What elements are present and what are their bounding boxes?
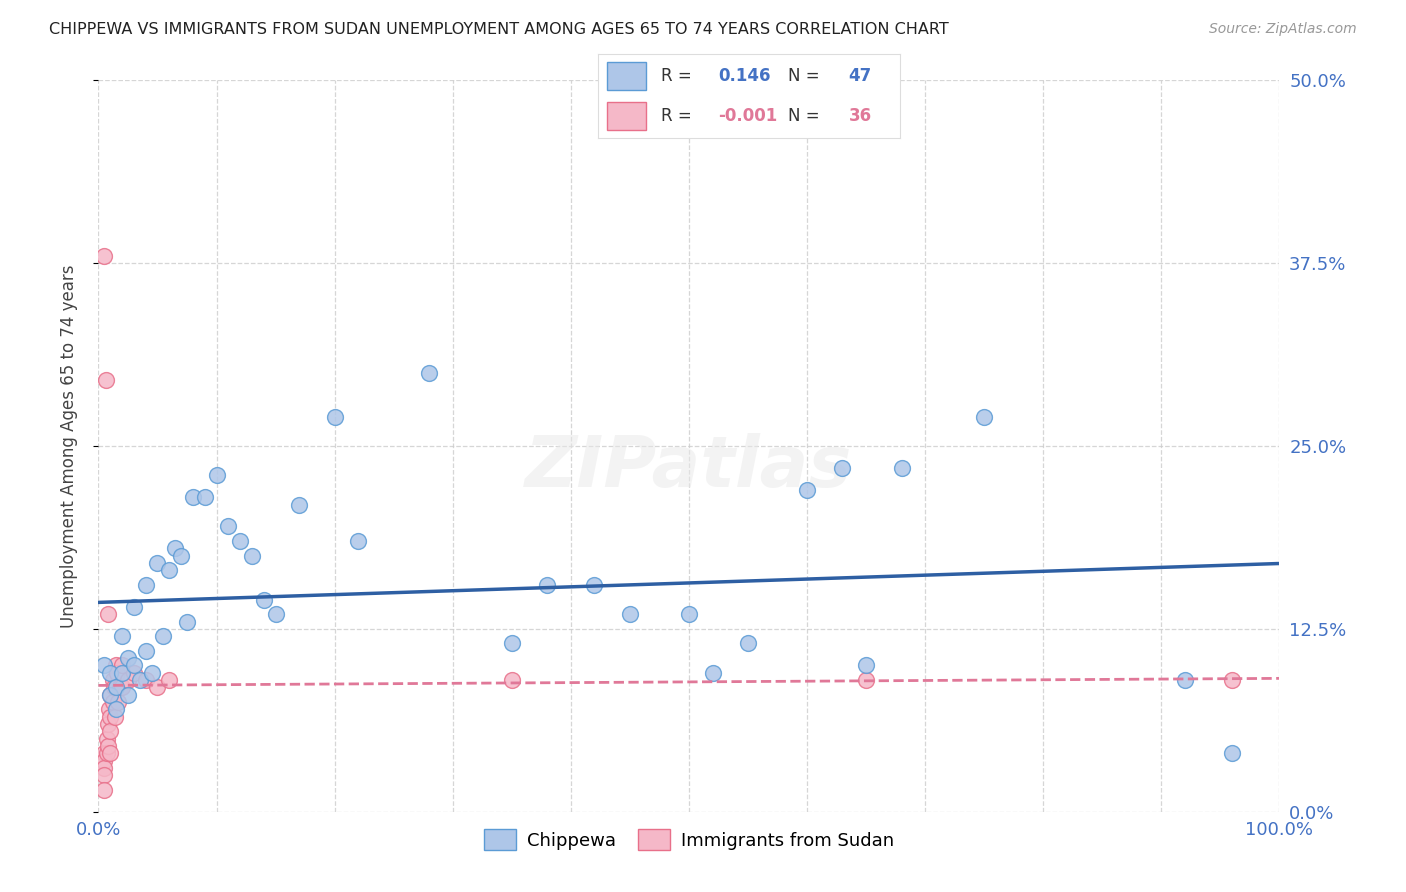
Point xyxy=(501,636,523,650)
Point xyxy=(93,249,115,263)
Point xyxy=(98,702,121,716)
Point xyxy=(323,409,346,424)
Point xyxy=(194,490,217,504)
Point xyxy=(1174,673,1197,687)
Point xyxy=(108,681,131,695)
Point xyxy=(1220,673,1243,687)
Point xyxy=(105,681,128,695)
Y-axis label: Unemployment Among Ages 65 to 74 years: Unemployment Among Ages 65 to 74 years xyxy=(59,264,77,628)
Point xyxy=(98,746,121,760)
Point xyxy=(93,746,115,760)
Point xyxy=(157,673,180,687)
Point xyxy=(97,607,120,622)
Point xyxy=(288,498,311,512)
Text: R =: R = xyxy=(661,67,697,85)
Point xyxy=(796,483,818,497)
Point xyxy=(165,541,187,556)
Point xyxy=(96,731,118,746)
Point xyxy=(418,366,440,380)
Point xyxy=(97,739,120,753)
Text: Source: ZipAtlas.com: Source: ZipAtlas.com xyxy=(1209,22,1357,37)
Text: N =: N = xyxy=(787,107,825,125)
Point xyxy=(583,578,606,592)
Point xyxy=(128,673,150,687)
Point xyxy=(101,673,124,687)
Point xyxy=(98,665,121,680)
Point xyxy=(98,724,121,739)
Text: 47: 47 xyxy=(848,67,872,85)
Point xyxy=(619,607,641,622)
Point xyxy=(111,629,134,643)
Text: N =: N = xyxy=(787,67,825,85)
Point xyxy=(831,461,853,475)
Point xyxy=(217,519,239,533)
Point xyxy=(122,599,145,614)
Point xyxy=(855,673,877,687)
FancyBboxPatch shape xyxy=(606,62,645,90)
Point xyxy=(105,665,128,680)
Point xyxy=(93,761,115,775)
Point xyxy=(536,578,558,592)
Text: R =: R = xyxy=(661,107,697,125)
Text: 36: 36 xyxy=(848,107,872,125)
Point xyxy=(94,373,117,387)
Point xyxy=(135,644,157,658)
Point xyxy=(737,636,759,650)
Point xyxy=(1220,746,1243,760)
Point xyxy=(157,563,180,577)
Point xyxy=(96,746,118,760)
Point xyxy=(890,461,912,475)
Point xyxy=(152,629,174,643)
Point xyxy=(135,673,157,687)
Point xyxy=(702,665,724,680)
Legend: Chippewa, Immigrants from Sudan: Chippewa, Immigrants from Sudan xyxy=(477,822,901,857)
Point xyxy=(240,549,263,563)
Point xyxy=(678,607,700,622)
Point xyxy=(93,754,115,768)
Point xyxy=(103,681,125,695)
Point xyxy=(98,709,121,723)
Point xyxy=(264,607,287,622)
Point xyxy=(229,534,252,549)
Point xyxy=(93,782,115,797)
Point xyxy=(181,490,204,504)
Point xyxy=(111,665,134,680)
Point xyxy=(117,688,139,702)
Point xyxy=(104,709,127,723)
Point xyxy=(93,768,115,782)
Point xyxy=(105,702,128,716)
Point xyxy=(111,658,134,673)
Point xyxy=(135,578,157,592)
Point xyxy=(111,681,134,695)
Point xyxy=(501,673,523,687)
Point xyxy=(253,592,276,607)
Point xyxy=(117,673,139,687)
Point xyxy=(176,615,198,629)
Point xyxy=(122,658,145,673)
Point xyxy=(122,665,145,680)
Point xyxy=(93,658,115,673)
Point xyxy=(117,651,139,665)
Point xyxy=(146,681,169,695)
Point xyxy=(146,556,169,570)
Point xyxy=(973,409,995,424)
Point xyxy=(97,717,120,731)
Point xyxy=(98,688,121,702)
Point xyxy=(107,695,129,709)
FancyBboxPatch shape xyxy=(606,102,645,130)
Point xyxy=(855,658,877,673)
Text: -0.001: -0.001 xyxy=(718,107,778,125)
Point xyxy=(101,695,124,709)
Point xyxy=(347,534,370,549)
Point xyxy=(205,468,228,483)
Point xyxy=(170,549,193,563)
Point xyxy=(105,658,128,673)
Point xyxy=(98,688,121,702)
Point xyxy=(105,681,128,695)
Text: ZIPatlas: ZIPatlas xyxy=(526,434,852,502)
Text: 0.146: 0.146 xyxy=(718,67,770,85)
Text: CHIPPEWA VS IMMIGRANTS FROM SUDAN UNEMPLOYMENT AMONG AGES 65 TO 74 YEARS CORRELA: CHIPPEWA VS IMMIGRANTS FROM SUDAN UNEMPL… xyxy=(49,22,949,37)
Point xyxy=(141,665,163,680)
